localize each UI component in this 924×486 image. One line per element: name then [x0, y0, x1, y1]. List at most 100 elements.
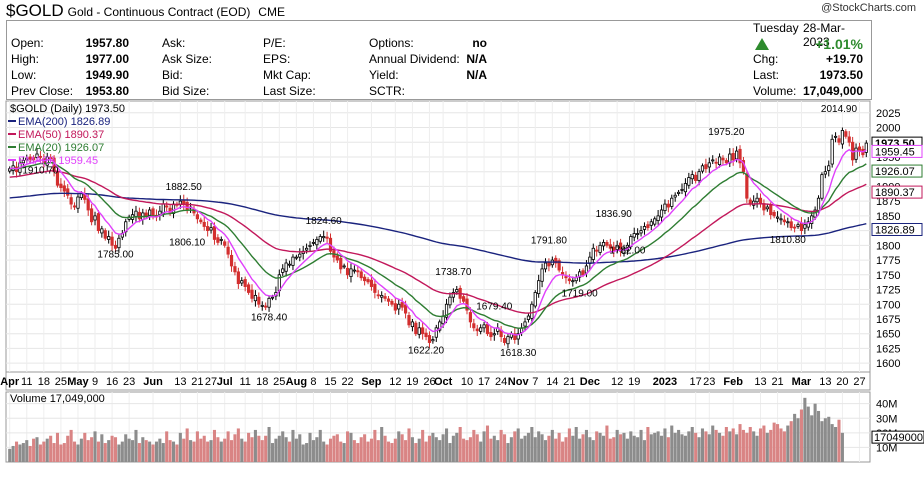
volume-bar — [656, 431, 660, 462]
price-bar-body — [434, 327, 438, 338]
price-bar-body — [359, 271, 363, 279]
last-0-value: +19.70 — [825, 52, 863, 66]
volume-bar — [42, 441, 46, 462]
price-bar-body — [864, 142, 868, 153]
volume-bar — [168, 440, 172, 462]
price-bar-body — [93, 215, 97, 221]
price-bar-body — [799, 222, 804, 232]
volume-bar — [356, 443, 360, 462]
price-bar-body — [833, 135, 838, 138]
volume-bar — [659, 435, 664, 462]
price-series-label: $GOLD (Daily) 1973.50 — [10, 103, 125, 115]
price-annotation: 1836.90 — [596, 209, 633, 220]
volume-bar — [96, 441, 100, 462]
volume-bar — [38, 444, 42, 462]
price-bar-body — [59, 183, 63, 189]
price-bar-body — [294, 256, 298, 259]
volume-bar — [547, 435, 551, 462]
volume-bar — [827, 416, 831, 462]
volume-bar — [595, 431, 599, 462]
volume-bar — [642, 440, 647, 462]
volume-bar — [83, 432, 87, 462]
ema-200-line — [9, 192, 867, 264]
volume-bar — [216, 437, 220, 462]
volume-bar — [144, 440, 148, 462]
volume-series-label: Volume 17,049,000 — [10, 393, 105, 405]
volume-bar — [707, 434, 711, 462]
volume-bar — [127, 438, 131, 462]
price-bar-body — [76, 196, 80, 209]
volume-bar — [789, 421, 793, 462]
quote-1-label: High: — [11, 52, 40, 66]
price-bar-body — [786, 221, 790, 224]
volume-bar — [240, 438, 244, 462]
opt-0-label: Options: — [369, 36, 414, 50]
legend-entry: EMA(50) 1890.37 — [18, 129, 104, 141]
quote-2-label: Low: — [11, 68, 37, 82]
volume-bar — [291, 429, 295, 462]
volume-bar — [574, 427, 578, 462]
quote-1-value: 1977.00 — [85, 52, 129, 66]
volume-bar — [779, 428, 783, 462]
price-bar-body — [390, 300, 394, 305]
price-bar-body — [134, 210, 138, 217]
volume-bar — [288, 441, 292, 462]
volume-bar — [79, 438, 83, 462]
volume-bar — [397, 431, 401, 462]
price-bar-body — [772, 211, 776, 217]
price-bar-body — [342, 265, 346, 268]
up-arrow-icon — [755, 38, 769, 50]
price-bar-body — [847, 136, 851, 143]
price-marker-label: 1926.07 — [875, 166, 915, 178]
price-bar-body — [315, 239, 319, 246]
ema-20-line — [9, 161, 867, 329]
x-tick-label: 21 — [191, 376, 203, 388]
volume-bar — [803, 397, 807, 462]
volume-bar — [765, 432, 769, 462]
volume-bar — [383, 435, 387, 462]
volume-bar — [332, 435, 336, 462]
price-bar-body — [291, 256, 295, 266]
price-bar-body — [28, 156, 32, 160]
volume-bar — [49, 435, 53, 462]
volume-bar — [76, 444, 80, 462]
price-bar-body — [581, 270, 585, 276]
last-0-label: Chg: — [753, 52, 779, 66]
volume-bar — [564, 437, 568, 462]
x-tick-label: Oct — [434, 376, 453, 388]
volume-bar — [141, 437, 145, 462]
price-bar-body — [543, 262, 548, 270]
volume-bar — [475, 434, 479, 462]
price-bar-body — [444, 303, 449, 318]
price-bar-body — [482, 324, 486, 329]
volume-bar — [649, 434, 653, 462]
price-bar-body — [240, 280, 244, 284]
volume-bar — [762, 425, 766, 462]
volume-bar — [284, 437, 288, 462]
volume-bar — [636, 437, 640, 462]
volume-bar — [120, 441, 124, 462]
volume-bar — [236, 428, 240, 462]
price-bar-body — [697, 171, 701, 181]
price-bar-body — [165, 205, 169, 208]
x-tick-label: Sep — [361, 376, 381, 388]
volume-bar — [424, 441, 428, 462]
price-annotation: 1738.70 — [435, 267, 472, 278]
volume-bar — [816, 410, 821, 462]
volume-bar — [253, 429, 257, 462]
x-tick-label: 26 — [423, 376, 435, 388]
volume-bar — [267, 427, 271, 462]
volume-panel: 10M20M30M40M17049000Volume 17,049,000 — [5, 391, 924, 463]
price-bar-body — [745, 173, 749, 199]
volume-bar — [226, 431, 230, 462]
price-bar-body — [704, 164, 708, 170]
volume-bar — [823, 418, 827, 462]
volume-bar — [694, 432, 698, 462]
volume-bar — [748, 427, 752, 462]
volume-bar — [619, 434, 623, 462]
volume-bar — [793, 413, 797, 462]
price-bar-body — [380, 295, 384, 298]
volume-bar — [735, 434, 739, 462]
volume-bar — [666, 437, 670, 462]
price-marker-box — [871, 144, 923, 158]
